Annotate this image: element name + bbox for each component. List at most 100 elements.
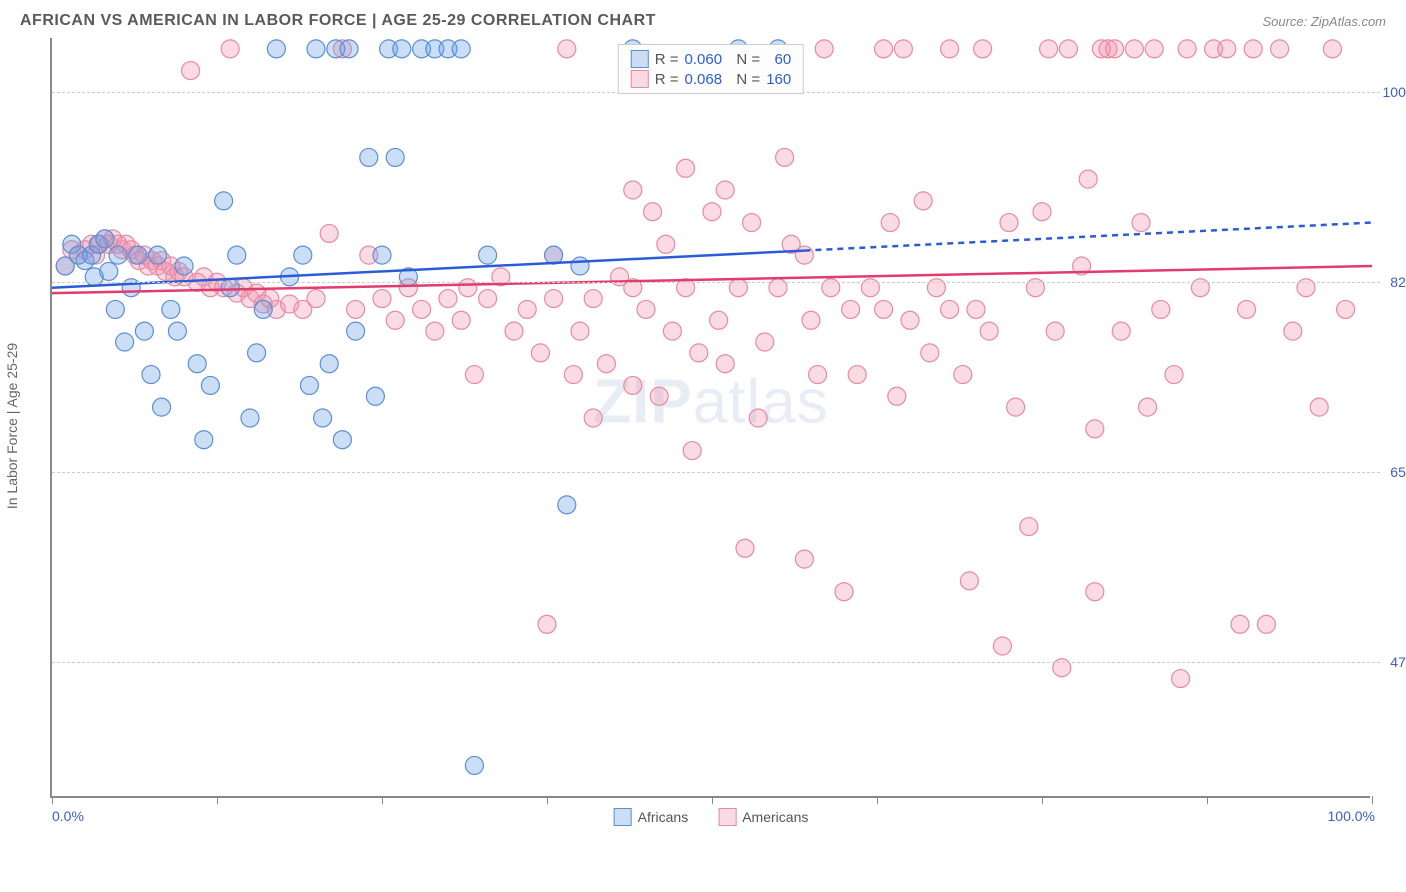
scatter-point bbox=[267, 40, 285, 58]
legend-label-americans: Americans bbox=[742, 809, 808, 825]
scatter-point bbox=[888, 387, 906, 405]
scatter-point bbox=[340, 40, 358, 58]
scatter-point bbox=[538, 615, 556, 633]
legend-label-africans: Africans bbox=[638, 809, 689, 825]
scatter-point bbox=[413, 300, 431, 318]
x-tick bbox=[382, 796, 383, 804]
scatter-point bbox=[1007, 398, 1025, 416]
series-legend: Africans Americans bbox=[614, 808, 809, 826]
scatter-point bbox=[531, 344, 549, 362]
scatter-point bbox=[967, 300, 985, 318]
scatter-point bbox=[571, 257, 589, 275]
x-tick bbox=[52, 796, 53, 804]
scatter-point bbox=[558, 496, 576, 514]
scatter-point bbox=[703, 203, 721, 221]
gridline-horizontal bbox=[52, 472, 1380, 473]
x-tick bbox=[547, 796, 548, 804]
scatter-point bbox=[320, 355, 338, 373]
scatter-point bbox=[1337, 300, 1355, 318]
scatter-point bbox=[439, 290, 457, 308]
scatter-point bbox=[320, 224, 338, 242]
scatter-point bbox=[558, 40, 576, 58]
plot-svg-layer bbox=[52, 38, 1370, 796]
scatter-point bbox=[677, 159, 695, 177]
legend-row-africans: R = 0.060 N = 60 bbox=[631, 49, 791, 69]
scatter-point bbox=[1323, 40, 1341, 58]
scatter-point bbox=[571, 322, 589, 340]
scatter-point bbox=[1152, 300, 1170, 318]
scatter-point bbox=[974, 40, 992, 58]
scatter-point bbox=[1086, 583, 1104, 601]
scatter-point bbox=[100, 262, 118, 280]
swatch-americans bbox=[631, 70, 649, 88]
scatter-point bbox=[993, 637, 1011, 655]
scatter-point bbox=[188, 355, 206, 373]
x-tick bbox=[1207, 796, 1208, 804]
swatch-americans-bottom bbox=[718, 808, 736, 826]
scatter-point bbox=[479, 290, 497, 308]
scatter-point bbox=[109, 246, 127, 264]
scatter-point bbox=[960, 572, 978, 590]
r-value-americans: 0.068 bbox=[685, 71, 723, 88]
scatter-point bbox=[1310, 398, 1328, 416]
scatter-point bbox=[215, 192, 233, 210]
scatter-point bbox=[1086, 420, 1104, 438]
chart-header: AFRICAN VS AMERICAN IN LABOR FORCE | AGE… bbox=[0, 0, 1406, 38]
scatter-point bbox=[749, 409, 767, 427]
scatter-point bbox=[564, 366, 582, 384]
scatter-point bbox=[921, 344, 939, 362]
scatter-point bbox=[452, 311, 470, 329]
scatter-point bbox=[835, 583, 853, 601]
scatter-point bbox=[1145, 40, 1163, 58]
n-value-africans: 60 bbox=[766, 51, 791, 68]
scatter-point bbox=[347, 300, 365, 318]
scatter-point bbox=[597, 355, 615, 373]
scatter-point bbox=[809, 366, 827, 384]
scatter-point bbox=[980, 322, 998, 340]
scatter-point bbox=[366, 387, 384, 405]
scatter-point bbox=[195, 431, 213, 449]
scatter-point bbox=[624, 376, 642, 394]
scatter-point bbox=[505, 322, 523, 340]
x-tick bbox=[1372, 796, 1373, 804]
correlation-legend: R = 0.060 N = 60 R = 0.068 N = 160 bbox=[618, 44, 804, 94]
scatter-point bbox=[1000, 214, 1018, 232]
x-tick bbox=[877, 796, 878, 804]
scatter-point bbox=[584, 409, 602, 427]
scatter-point bbox=[1059, 40, 1077, 58]
scatter-point bbox=[129, 246, 147, 264]
scatter-point bbox=[221, 40, 239, 58]
scatter-point bbox=[248, 344, 266, 362]
scatter-point bbox=[300, 376, 318, 394]
chart-container: In Labor Force | Age 25-29 ZIPatlas R = … bbox=[20, 38, 1386, 798]
scatter-point bbox=[1231, 615, 1249, 633]
scatter-point bbox=[716, 181, 734, 199]
scatter-point bbox=[347, 322, 365, 340]
swatch-africans bbox=[631, 50, 649, 68]
scatter-point bbox=[1139, 398, 1157, 416]
scatter-point bbox=[393, 40, 411, 58]
scatter-point bbox=[518, 300, 536, 318]
scatter-point bbox=[545, 290, 563, 308]
y-tick-label: 100.0% bbox=[1383, 84, 1406, 100]
scatter-point bbox=[795, 246, 813, 264]
scatter-point bbox=[465, 756, 483, 774]
scatter-point bbox=[894, 40, 912, 58]
chart-title: AFRICAN VS AMERICAN IN LABOR FORCE | AGE… bbox=[20, 12, 656, 30]
scatter-point bbox=[175, 257, 193, 275]
legend-item-africans: Africans bbox=[614, 808, 689, 826]
scatter-point bbox=[690, 344, 708, 362]
scatter-point bbox=[1125, 40, 1143, 58]
scatter-point bbox=[135, 322, 153, 340]
scatter-point bbox=[736, 539, 754, 557]
scatter-point bbox=[795, 550, 813, 568]
scatter-point bbox=[241, 409, 259, 427]
scatter-point bbox=[106, 300, 124, 318]
scatter-point bbox=[584, 290, 602, 308]
scatter-point bbox=[1165, 366, 1183, 384]
scatter-point bbox=[683, 442, 701, 460]
scatter-point bbox=[1132, 214, 1150, 232]
scatter-point bbox=[201, 376, 219, 394]
scatter-point bbox=[1271, 40, 1289, 58]
scatter-point bbox=[875, 300, 893, 318]
